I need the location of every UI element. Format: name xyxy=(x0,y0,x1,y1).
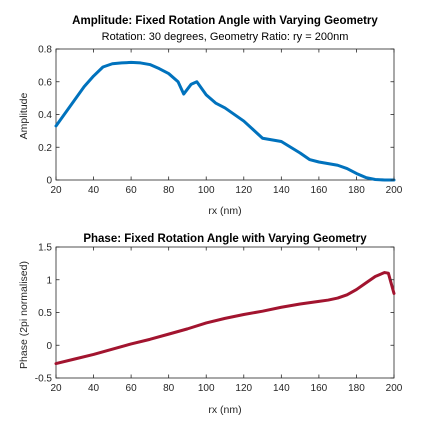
amplitude-ytick-label: 0.6 xyxy=(38,77,52,88)
amplitude-xlabel: rx (nm) xyxy=(208,205,241,217)
phase-ytick-label: 1.5 xyxy=(38,243,52,254)
phase-plot-area: 20 40 60 80 100 120 140 160 180 200 -0.5 0 0.5 1 1.5 xyxy=(35,243,403,395)
phase-ylabel: Phase (2pi normalised) xyxy=(18,261,30,369)
amplitude-xtick-label: 180 xyxy=(348,185,365,196)
phase-xtick-label: 80 xyxy=(163,383,175,394)
amplitude-series-line-0 xyxy=(54,60,396,182)
phase-xlabel: rx (nm) xyxy=(208,404,241,416)
phase-xtick-label: 100 xyxy=(198,383,215,394)
phase-xtick-label: 60 xyxy=(126,383,138,394)
amplitude-xtick-label: 100 xyxy=(198,185,215,196)
amplitude-xtick-label: 200 xyxy=(386,185,403,196)
amplitude-subtitle: Rotation: 30 degrees, Geometry Ratio: ry… xyxy=(102,31,349,43)
amplitude-ylabel: Amplitude xyxy=(18,93,30,140)
amplitude-xtick-label: 20 xyxy=(50,185,62,196)
amplitude-ytick-label: 0 xyxy=(46,176,52,187)
phase-title: Phase: Fixed Rotation Angle with Varying… xyxy=(83,233,367,245)
phase-ytick-label: -0.5 xyxy=(35,374,53,385)
amplitude-plot-area: 20 40 60 80 100 120 140 160 180 200 0 0.2 0.4 0.6 0.8 xyxy=(38,45,403,197)
amplitude-chart: Amplitude: Fixed Rotation Angle with Var… xyxy=(18,15,403,217)
phase-xtick-label: 140 xyxy=(273,383,290,394)
phase-xtick-label: 180 xyxy=(348,383,365,394)
phase-chart: Phase: Fixed Rotation Angle with Varying… xyxy=(18,233,403,416)
phase-ytick-label: 1 xyxy=(46,275,52,286)
amplitude-xtick-label: 160 xyxy=(311,185,328,196)
phase-xtick-label: 200 xyxy=(386,383,403,394)
phase-axes-box xyxy=(55,246,395,379)
amplitude-xtick-label: 80 xyxy=(163,185,175,196)
phase-ytick-label: 0 xyxy=(46,341,52,352)
amplitude-xtick-label: 60 xyxy=(126,185,138,196)
amplitude-xtick-label: 40 xyxy=(88,185,100,196)
amplitude-xtick-label: 140 xyxy=(273,185,290,196)
phase-ytick-label: 0.5 xyxy=(38,308,52,319)
phase-series-line-0 xyxy=(54,271,396,366)
amplitude-xtick-label: 120 xyxy=(235,185,252,196)
amplitude-ytick-label: 0.4 xyxy=(38,110,52,121)
amplitude-title: Amplitude: Fixed Rotation Angle with Var… xyxy=(72,15,378,27)
amplitude-axes-box xyxy=(55,48,395,181)
amplitude-ytick-label: 0.2 xyxy=(38,143,52,154)
phase-xtick-label: 160 xyxy=(311,383,328,394)
phase-xtick-label: 20 xyxy=(50,383,62,394)
phase-xtick-label: 120 xyxy=(235,383,252,394)
amplitude-ytick-label: 0.8 xyxy=(38,45,52,56)
phase-xtick-label: 40 xyxy=(88,383,100,394)
